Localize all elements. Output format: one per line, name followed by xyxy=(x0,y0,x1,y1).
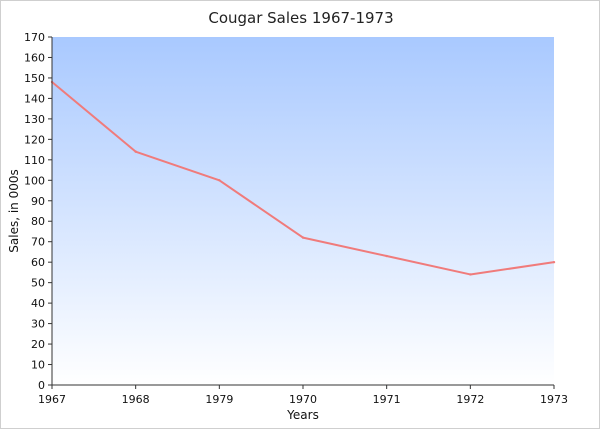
x-tick-label: 1972 xyxy=(456,393,484,406)
chart-title: Cougar Sales 1967-1973 xyxy=(208,9,393,27)
data-point xyxy=(218,179,221,182)
y-tick-label: 20 xyxy=(31,338,45,351)
y-tick-label: 130 xyxy=(24,113,45,126)
y-tick-label: 160 xyxy=(24,51,45,64)
y-tick-label: 0 xyxy=(38,379,45,392)
x-axis-ticks: 1967 1968 1979 1970 1971 1972 1973 xyxy=(38,385,568,406)
y-tick-label: 80 xyxy=(31,215,45,228)
data-point xyxy=(552,260,556,264)
plot-area xyxy=(52,37,554,385)
x-tick-label: 1973 xyxy=(540,393,568,406)
y-tick-label: 140 xyxy=(24,92,45,105)
y-tick-label: 30 xyxy=(31,318,45,331)
x-axis-title: Years xyxy=(286,408,319,422)
x-tick-label: 1979 xyxy=(205,393,233,406)
y-tick-label: 170 xyxy=(24,31,45,44)
y-tick-label: 90 xyxy=(31,195,45,208)
x-tick-label: 1967 xyxy=(38,393,66,406)
y-tick-label: 120 xyxy=(24,133,45,146)
y-tick-label: 70 xyxy=(31,236,45,249)
data-point xyxy=(134,150,137,153)
data-point xyxy=(385,254,388,258)
y-tick-label: 40 xyxy=(31,297,45,310)
data-point xyxy=(469,273,472,276)
y-tick-label: 150 xyxy=(24,72,45,85)
x-tick-label: 1968 xyxy=(122,393,150,406)
data-point xyxy=(301,236,305,239)
y-axis-title: Sales, in 000s xyxy=(7,169,21,252)
y-tick-label: 60 xyxy=(31,256,45,269)
y-tick-label: 110 xyxy=(24,154,45,167)
y-tick-label: 50 xyxy=(31,277,45,290)
y-axis-ticks: 0 10 20 30 40 50 60 70 80 90 100 110 120 130 140 150 160… xyxy=(24,31,52,392)
y-tick-label: 100 xyxy=(24,174,45,187)
y-tick-label: 10 xyxy=(31,359,45,372)
x-tick-label: 1971 xyxy=(373,393,401,406)
x-tick-label: 1970 xyxy=(289,393,317,406)
